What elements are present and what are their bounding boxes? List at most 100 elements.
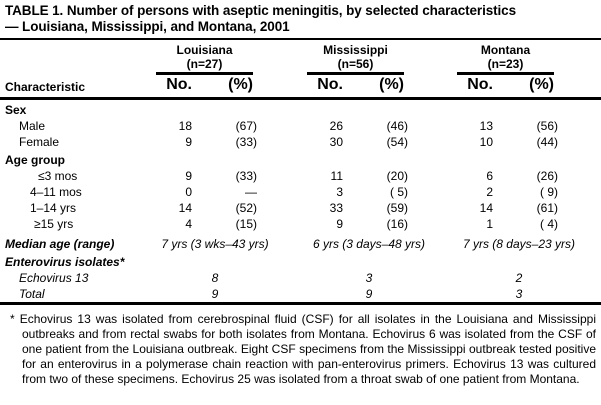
col-header-pct-montana: (%)	[529, 76, 554, 93]
row-label: Total	[19, 287, 45, 301]
col-header-no-mississippi: No.	[317, 76, 343, 93]
cell-pct-louisiana: (33)	[235, 169, 257, 183]
isolate-mississippi: 3	[365, 271, 373, 285]
group-n-mississippi: (n=56)	[337, 57, 374, 71]
row-label: ≥15 yrs	[34, 217, 74, 231]
row-label: Male	[19, 119, 46, 133]
isolate-mississippi: 9	[365, 287, 373, 301]
cell-no-mississippi: 11	[330, 169, 343, 183]
cell-no-mississippi: 3	[336, 185, 343, 199]
cell-no-montana: 6	[486, 169, 493, 183]
header-spacer	[5, 44, 150, 75]
table-row-4-11-mos: 4–11 mos 0 — 3 ( 5) 2 ( 9)	[5, 184, 596, 200]
document-page: TABLE 1. Number of persons with aseptic …	[0, 3, 601, 387]
cell-pct-montana: ( 4)	[540, 217, 558, 231]
cell-no-montana: 10	[479, 135, 493, 149]
row-label: Age group	[5, 153, 65, 167]
table-row-total: Total 9 9 3	[5, 286, 596, 302]
cell-pct-montana: ( 9)	[540, 185, 558, 199]
cell-pct-montana: (26)	[536, 169, 558, 183]
spacer	[282, 236, 303, 252]
cell-no-mississippi: 30	[329, 135, 343, 149]
row-label: Echovirus 13	[19, 271, 89, 285]
cell-pct-louisiana: (67)	[235, 119, 257, 133]
cell-pct-mississippi: (54)	[386, 135, 408, 149]
cell-pct-louisiana: (52)	[235, 201, 257, 215]
isolate-louisiana: 8	[211, 271, 219, 285]
spacer	[435, 236, 453, 252]
cell-no-louisiana: 4	[185, 217, 192, 231]
group-name-louisiana: Louisiana	[176, 43, 233, 57]
table-footnote: * Echovirus 13 was isolated from cerebro…	[5, 312, 596, 387]
cell-pct-mississippi: (20)	[386, 169, 408, 183]
cell-no-louisiana: 9	[185, 169, 192, 183]
row-label: 1–14 yrs	[30, 201, 77, 215]
col-header-no-louisiana: No.	[166, 76, 192, 93]
group-n-montana: (n=23)	[487, 57, 524, 71]
row-label: Female	[19, 135, 60, 149]
cell-no-louisiana: 9	[185, 135, 192, 149]
cell-pct-louisiana: —	[245, 185, 257, 199]
table-row-le3-mos: ≤3 mos 9 (33) 11 (20) 6 (26)	[5, 168, 596, 184]
spacer	[435, 270, 453, 286]
cell-pct-mississippi: (59)	[386, 201, 408, 215]
median-montana: 7 yrs (8 days–23 yrs)	[462, 237, 576, 251]
table-body: Sex Male 18 (67) 26 (46) 13 (56) Female …	[5, 102, 596, 302]
footnote-text: Echovirus 13 was isolated from cerebrosp…	[19, 312, 596, 386]
row-label: Median age (range)	[5, 237, 115, 251]
table-title-line-2: — Louisiana, Mississippi, and Montana, 2…	[5, 19, 290, 34]
group-name-montana: Montana	[480, 43, 531, 57]
table-row-female: Female 9 (33) 30 (54) 10 (44)	[5, 134, 596, 150]
cell-no-louisiana: 14	[178, 201, 192, 215]
cell-pct-mississippi: (16)	[386, 217, 408, 231]
table-row-ge15-yrs: ≥15 yrs 4 (15) 9 (16) 1 ( 4)	[5, 216, 596, 232]
median-mississippi: 6 yrs (3 days–48 yrs)	[312, 237, 426, 251]
row-label: Enterovirus isolates*	[5, 255, 125, 269]
cell-no-montana: 14	[479, 201, 493, 215]
isolate-montana: 3	[515, 287, 523, 301]
isolate-montana: 2	[515, 271, 523, 285]
cell-no-mississippi: 33	[329, 201, 343, 215]
group-name-mississippi: Mississippi	[323, 43, 388, 57]
characteristic-header: Characteristic	[5, 80, 86, 94]
col-header-no-montana: No.	[467, 76, 493, 93]
table-row-section-sex: Sex	[5, 102, 596, 118]
column-group-mississippi: Mississippi (n=56)	[257, 44, 408, 75]
cell-no-louisiana: 0	[185, 185, 192, 199]
col-header-pct-louisiana: (%)	[228, 76, 253, 93]
spacer	[282, 286, 303, 302]
header-rule	[0, 97, 601, 100]
cell-no-montana: 13	[479, 119, 493, 133]
cell-pct-montana: (56)	[536, 119, 558, 133]
table-title-line-1: TABLE 1. Number of persons with aseptic …	[5, 3, 517, 18]
table-bottom-rule	[0, 302, 601, 305]
cell-no-montana: 2	[486, 185, 493, 199]
cell-pct-mississippi: (46)	[386, 119, 408, 133]
cell-pct-montana: (44)	[536, 135, 558, 149]
cell-no-louisiana: 18	[178, 119, 192, 133]
cell-pct-mississippi: ( 5)	[390, 185, 408, 199]
table-header-groups: Louisiana (n=27) Mississippi (n=56) Mont…	[5, 44, 596, 75]
table-title: TABLE 1. Number of persons with aseptic …	[5, 3, 596, 35]
spacer	[282, 270, 303, 286]
col-header-pct-mississippi: (%)	[379, 76, 404, 93]
table-header-columns: Characteristic No. (%) No. (%) No. (%)	[5, 75, 596, 97]
row-label: Sex	[5, 103, 27, 117]
spacer	[435, 286, 453, 302]
row-label: 4–11 mos	[30, 185, 82, 199]
table-row-section-age-group: Age group	[5, 152, 596, 168]
median-louisiana: 7 yrs (3 wks–43 yrs)	[161, 237, 269, 251]
group-n-louisiana: (n=27)	[186, 57, 223, 71]
isolate-louisiana: 9	[211, 287, 219, 301]
table-row-median-age: Median age (range) 7 yrs (3 wks–43 yrs) …	[5, 236, 596, 252]
cell-no-mississippi: 26	[329, 119, 343, 133]
cell-pct-louisiana: (15)	[235, 217, 257, 231]
cell-no-mississippi: 9	[336, 217, 343, 231]
table-row-echovirus-13: Echovirus 13 8 3 2	[5, 270, 596, 286]
column-group-louisiana: Louisiana (n=27)	[150, 44, 257, 75]
cell-pct-louisiana: (33)	[235, 135, 257, 149]
column-group-montana: Montana (n=23)	[408, 44, 558, 75]
title-rule	[0, 38, 601, 40]
footnote-marker: *	[10, 312, 15, 326]
table-row-section-enterovirus-isolates: Enterovirus isolates*	[5, 254, 596, 270]
